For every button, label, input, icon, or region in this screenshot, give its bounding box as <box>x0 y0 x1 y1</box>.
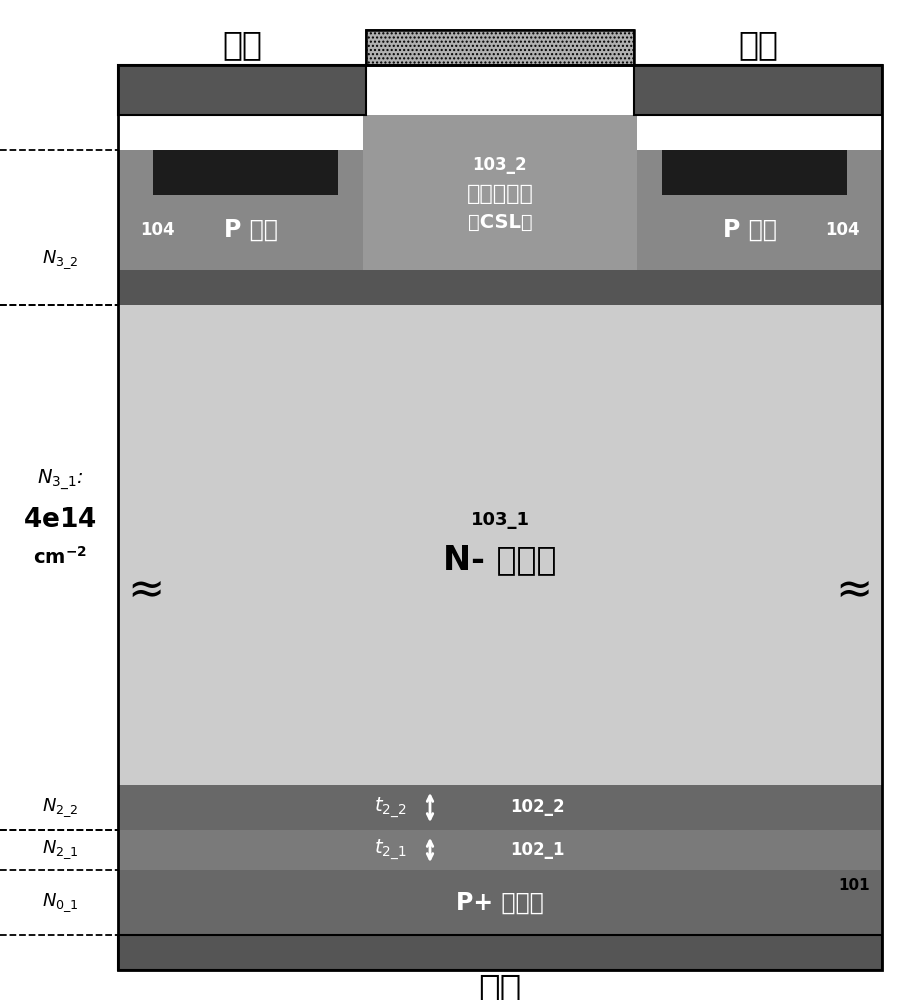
Text: $N_{3\_2}$: $N_{3\_2}$ <box>41 249 78 271</box>
Text: $\mathbf{4e14}$: $\mathbf{4e14}$ <box>23 507 97 533</box>
Bar <box>118 830 882 870</box>
Text: P 基区: P 基区 <box>723 218 777 242</box>
Bar <box>363 115 637 270</box>
Text: P+ 注入层: P+ 注入层 <box>456 890 544 914</box>
Text: N- 漂移层: N- 漂移层 <box>443 544 557 576</box>
Text: 103_1: 103_1 <box>471 511 529 529</box>
Bar <box>118 935 882 970</box>
Text: $N_{3\_1}$:: $N_{3\_1}$: <box>37 468 83 492</box>
Text: 阴极: 阴极 <box>222 28 262 62</box>
Bar <box>118 270 882 305</box>
Bar <box>847 150 882 195</box>
Text: $N_{0\_1}$: $N_{0\_1}$ <box>41 891 78 914</box>
Text: 105: 105 <box>805 155 842 173</box>
Text: P+: P+ <box>126 166 146 179</box>
Bar <box>366 30 634 65</box>
Text: $\mathbf{cm^{-2}}$: $\mathbf{cm^{-2}}$ <box>33 546 87 568</box>
Text: $N_{2\_2}$: $N_{2\_2}$ <box>41 796 78 819</box>
Bar <box>118 150 153 195</box>
Text: ≈: ≈ <box>128 568 165 611</box>
Text: 102_2: 102_2 <box>510 798 564 816</box>
Bar <box>118 150 363 270</box>
Text: 阴极: 阴极 <box>738 28 778 62</box>
Text: 104: 104 <box>140 221 175 239</box>
Text: 电流扩展层: 电流扩展层 <box>466 184 534 205</box>
Text: 105: 105 <box>158 155 195 173</box>
Bar <box>637 150 882 270</box>
Text: 104: 104 <box>825 221 860 239</box>
Text: ≈: ≈ <box>835 568 873 611</box>
Text: $t_{2\_2}$: $t_{2\_2}$ <box>374 795 406 820</box>
Bar <box>118 305 882 785</box>
Bar <box>118 65 366 115</box>
Text: $N_{2\_1}$: $N_{2\_1}$ <box>41 839 78 861</box>
Bar <box>634 65 882 115</box>
Text: N+ 源区: N+ 源区 <box>725 163 783 182</box>
Text: 栅极: 栅极 <box>480 28 520 62</box>
Text: 101: 101 <box>839 878 870 893</box>
Text: （CSL）: （CSL） <box>468 213 532 232</box>
Bar <box>118 785 882 830</box>
Text: P+: P+ <box>855 166 875 179</box>
Text: 102_1: 102_1 <box>510 841 564 859</box>
Text: P 基区: P 基区 <box>223 218 277 242</box>
Text: 103_2: 103_2 <box>472 155 527 174</box>
Bar <box>118 870 882 935</box>
Text: N+ 源区: N+ 源区 <box>217 163 274 182</box>
Text: 阳极: 阳极 <box>479 973 522 1000</box>
Bar <box>118 65 882 970</box>
Text: $t_{2\_1}$: $t_{2\_1}$ <box>374 838 406 862</box>
Bar <box>662 150 847 195</box>
Bar <box>153 150 338 195</box>
Bar <box>366 30 634 65</box>
